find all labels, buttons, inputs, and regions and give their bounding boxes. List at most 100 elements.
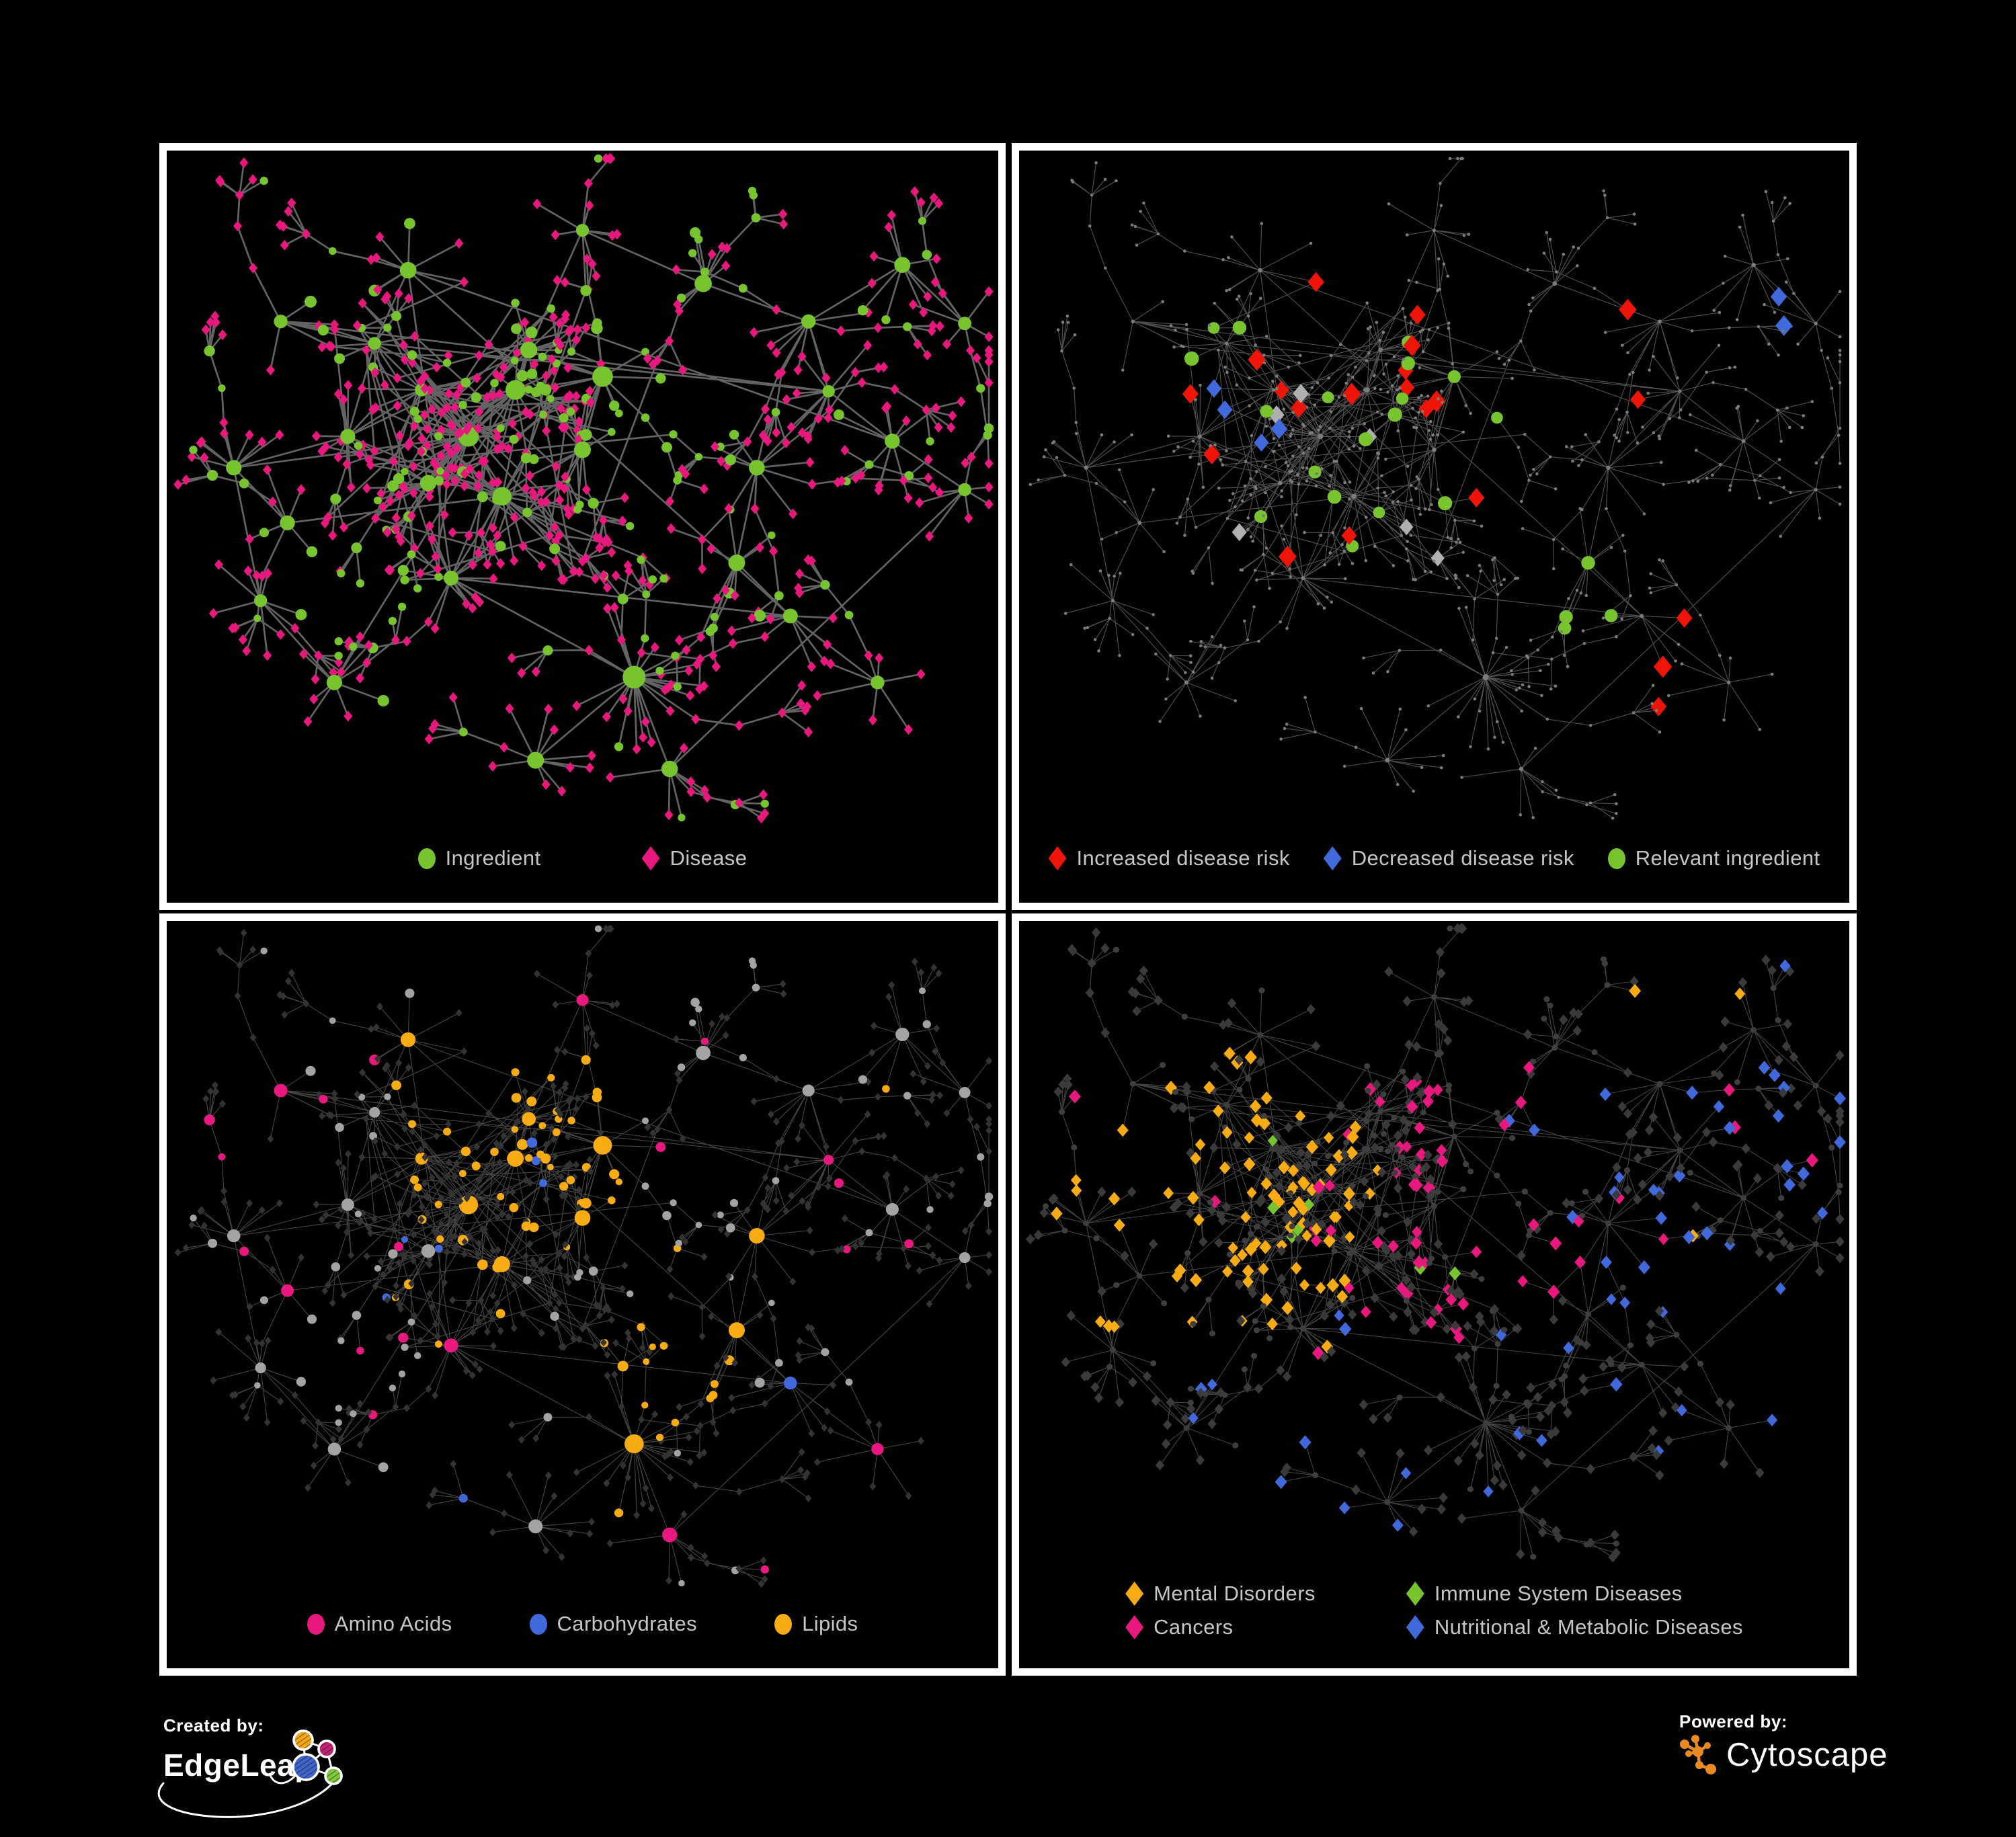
- ingredient-node: [775, 1358, 783, 1367]
- ingredient-node: [1331, 1248, 1338, 1254]
- disease-node: [450, 475, 460, 487]
- disease-node: [698, 1332, 706, 1340]
- disease-node: [1623, 1108, 1633, 1119]
- disease-node: [331, 1094, 338, 1103]
- disease-node: [1073, 333, 1077, 337]
- disease-node: [1376, 486, 1379, 490]
- disease-node: [1328, 426, 1332, 430]
- ingredient-node: [1581, 556, 1595, 570]
- ingredient-node: [374, 1265, 381, 1272]
- disease-node: [1412, 789, 1415, 793]
- disease-node: [875, 1092, 882, 1101]
- disease-node: [249, 945, 257, 954]
- disease-node: [1550, 657, 1554, 661]
- disease-node: [1446, 1285, 1456, 1297]
- disease-node: [967, 452, 976, 462]
- ingredient-node: [400, 575, 409, 585]
- disease-node: [551, 229, 560, 241]
- disease-node: [841, 1214, 848, 1223]
- ingredient-node: [1186, 497, 1190, 501]
- ingredient-node: [539, 410, 548, 419]
- disease-node: [1454, 577, 1457, 580]
- ingredient-node: [922, 249, 932, 260]
- disease-node: [1221, 1202, 1232, 1213]
- disease-node: [485, 539, 495, 550]
- disease-node: [1665, 1171, 1675, 1182]
- disease-node: [520, 1309, 527, 1318]
- ingredient-node: [1451, 1133, 1457, 1140]
- disease-node: [376, 488, 386, 499]
- ingredient-node: [1687, 1170, 1693, 1176]
- disease-node: [1306, 1004, 1316, 1015]
- disease-node: [587, 750, 596, 762]
- ingredient-node: [1189, 639, 1193, 643]
- disease-node: [1403, 335, 1421, 356]
- disease-node: [1398, 707, 1402, 711]
- disease-node: [1599, 1088, 1611, 1101]
- disease-node: [1154, 995, 1163, 1006]
- disease-node: [1402, 1274, 1411, 1285]
- disease-node: [1184, 323, 1188, 327]
- disease-node: [1411, 1225, 1422, 1238]
- disease-node: [778, 1137, 785, 1145]
- disease-node: [1797, 1166, 1810, 1181]
- disease-node: [1227, 997, 1237, 1009]
- ingredient-node: [1295, 1120, 1302, 1127]
- disease-node: [563, 1272, 571, 1281]
- disease-node: [1312, 1180, 1325, 1194]
- disease-node: [1676, 608, 1693, 628]
- disease-node: [1025, 1233, 1035, 1245]
- disease-node: [1786, 1083, 1796, 1094]
- ingredient-node: [1197, 1190, 1203, 1196]
- disease-node: [1246, 638, 1250, 642]
- disease-node: [767, 1110, 774, 1118]
- ingredient-node: [1779, 440, 1783, 443]
- disease-node: [1277, 1246, 1287, 1256]
- disease-node: [1515, 688, 1519, 692]
- ingredient-node: [904, 471, 914, 481]
- disease-node: [611, 570, 620, 581]
- disease-node: [621, 1261, 629, 1270]
- disease-node: [1763, 302, 1766, 307]
- disease-node: [417, 1215, 425, 1224]
- disease-node: [1551, 567, 1556, 571]
- ingredient-node: [567, 1116, 575, 1125]
- disease-node: [799, 1121, 805, 1130]
- disease-node: [396, 1200, 403, 1209]
- ingredient-node: [1741, 439, 1746, 444]
- ingredient-node: [1430, 503, 1433, 507]
- disease-node: [507, 652, 516, 663]
- ingredient-node: [609, 1169, 620, 1180]
- disease-node: [1178, 516, 1182, 519]
- disease-node: [592, 270, 601, 282]
- disease-node: [1717, 343, 1721, 348]
- disease-node: [1093, 638, 1097, 641]
- disease-node: [560, 277, 569, 288]
- ingredient-node: [1380, 1091, 1387, 1098]
- disease-node: [573, 1160, 580, 1169]
- ingredient-node: [1318, 434, 1324, 440]
- disease-node: [1347, 430, 1351, 434]
- ingredient-node: [1111, 599, 1115, 603]
- disease-node: [323, 512, 333, 523]
- ingredient-node: [547, 1164, 554, 1171]
- disease-node: [1676, 376, 1679, 380]
- disease-node: [505, 703, 514, 715]
- disease-node: [355, 448, 364, 460]
- disease-node: [1414, 487, 1418, 490]
- ingredient-node: [865, 1229, 873, 1237]
- ingredient-node: [690, 997, 700, 1007]
- disease-node: [1410, 498, 1413, 502]
- disease-node: [1210, 676, 1214, 680]
- disease-node: [1736, 405, 1740, 408]
- disease-node: [473, 1143, 481, 1151]
- disease-node: [1415, 426, 1418, 430]
- disease-node: [769, 545, 778, 557]
- disease-node: [1186, 1147, 1195, 1159]
- disease-node: [1603, 331, 1607, 334]
- disease-node: [586, 1155, 594, 1164]
- disease-node: [1133, 224, 1137, 229]
- ingredient-node: [641, 1117, 649, 1125]
- disease-node: [633, 1511, 641, 1520]
- ingredient-node: [550, 1311, 559, 1321]
